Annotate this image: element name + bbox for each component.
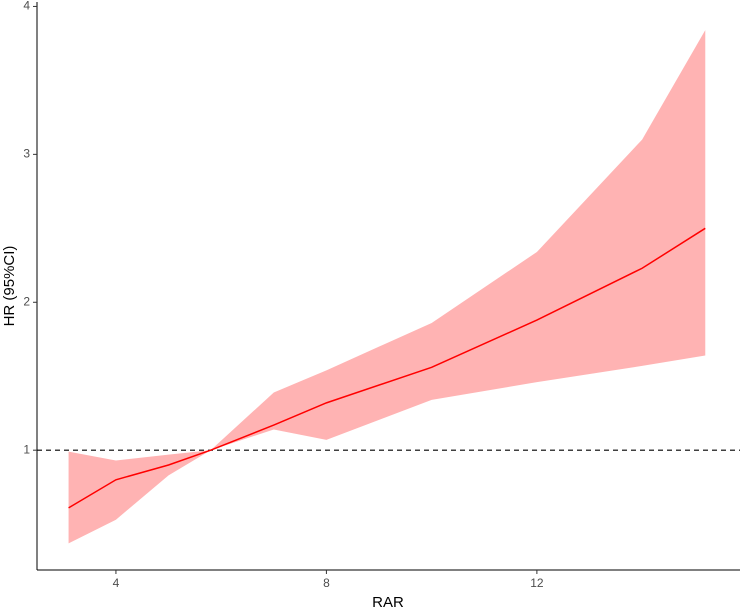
- y-tick-label: 4: [23, 0, 30, 13]
- x-tick-label: 8: [323, 576, 330, 590]
- x-axis-title: RAR: [372, 594, 404, 611]
- x-tick-label: 4: [113, 576, 120, 590]
- y-tick-label: 3: [23, 147, 30, 161]
- hr-line: [68, 227, 706, 509]
- y-axis-title: HR (95%CI): [1, 246, 18, 327]
- y-tick-label: 1: [23, 442, 30, 456]
- x-tick-label: 12: [530, 576, 544, 590]
- confidence-band: [68, 30, 706, 544]
- y-tick-label: 2: [23, 294, 30, 308]
